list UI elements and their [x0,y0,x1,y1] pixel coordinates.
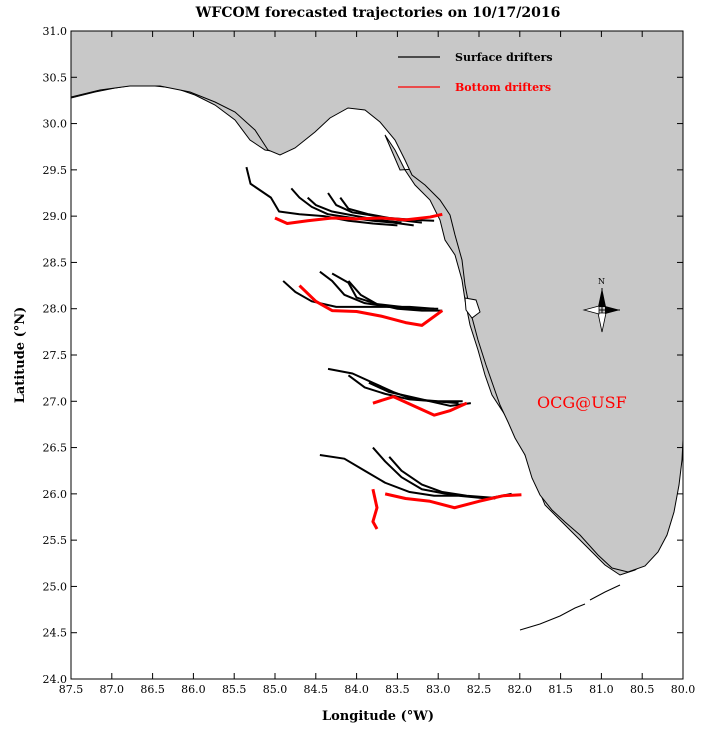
y-tick-label: 28.5 [43,256,68,269]
surface-drifter-track [245,166,398,227]
x-tick-label: 87.5 [59,683,84,696]
x-tick-label: 80.0 [671,683,696,696]
surface-drifter-track [388,456,492,499]
watermark-label: OCG@USF [537,393,627,412]
y-tick-label: 30.5 [43,71,68,84]
x-tick-label: 84.5 [304,683,329,696]
y-tick-label: 27.0 [43,395,68,408]
y-tick-label: 29.0 [43,210,68,223]
y-tick-label: 24.5 [43,627,68,640]
x-tick-label: 84.0 [344,683,369,696]
north-arrow-label: N [598,277,605,286]
surface-drifter-track [347,280,443,312]
x-tick-label: 81.0 [589,683,614,696]
y-tick-label: 27.5 [43,349,68,362]
x-tick-label: 83.5 [385,683,410,696]
bottom-drifter-track [298,284,444,327]
y-tick-label: 30.0 [43,118,68,131]
y-tick-label: 24.0 [43,673,68,686]
bottom-drifter-track [372,395,468,417]
y-tick-label: 26.0 [43,488,68,501]
surface-drifter-track [347,374,459,405]
surface-drifter-track [306,196,402,224]
x-tick-label: 86.0 [181,683,206,696]
y-tick-label: 25.5 [43,534,68,547]
x-tick-label: 85.0 [263,683,288,696]
florida-keys [519,584,621,631]
y-tick-label: 28.0 [43,303,68,316]
y-tick-label: 31.0 [43,25,68,38]
x-axis-title: Longitude (°W) [322,709,434,724]
x-tick-label: 81.5 [548,683,573,696]
surface-drifter-track [368,381,471,407]
x-tick-label: 80.5 [630,683,655,696]
bottom-drifter-track [371,488,379,530]
plot-title: WFCOM forecasted trajectories on 10/17/2… [195,5,561,21]
legend-bottom-label: Bottom drifters [455,81,551,94]
x-tick-label: 86.5 [140,683,165,696]
y-axis-title: Latitude (°N) [13,307,28,404]
north-arrow-icon: N [582,277,620,333]
legend: Surface drifters Bottom drifters [398,51,553,94]
coast-detail [464,297,481,319]
x-tick-label: 82.0 [508,683,533,696]
y-tick-label: 26.5 [43,442,68,455]
x-tick-label: 83.0 [426,683,451,696]
y-tick-label: 25.0 [43,580,68,593]
x-tick-label: 82.5 [467,683,492,696]
legend-surface-label: Surface drifters [455,51,553,64]
bottom-drifter-track [274,212,443,226]
y-tick-label: 29.5 [43,164,68,177]
surface-drifter-track [331,272,427,310]
x-tick-label: 85.5 [222,683,247,696]
bottom-drifter-track [384,492,522,510]
x-tick-label: 87.0 [100,683,125,696]
